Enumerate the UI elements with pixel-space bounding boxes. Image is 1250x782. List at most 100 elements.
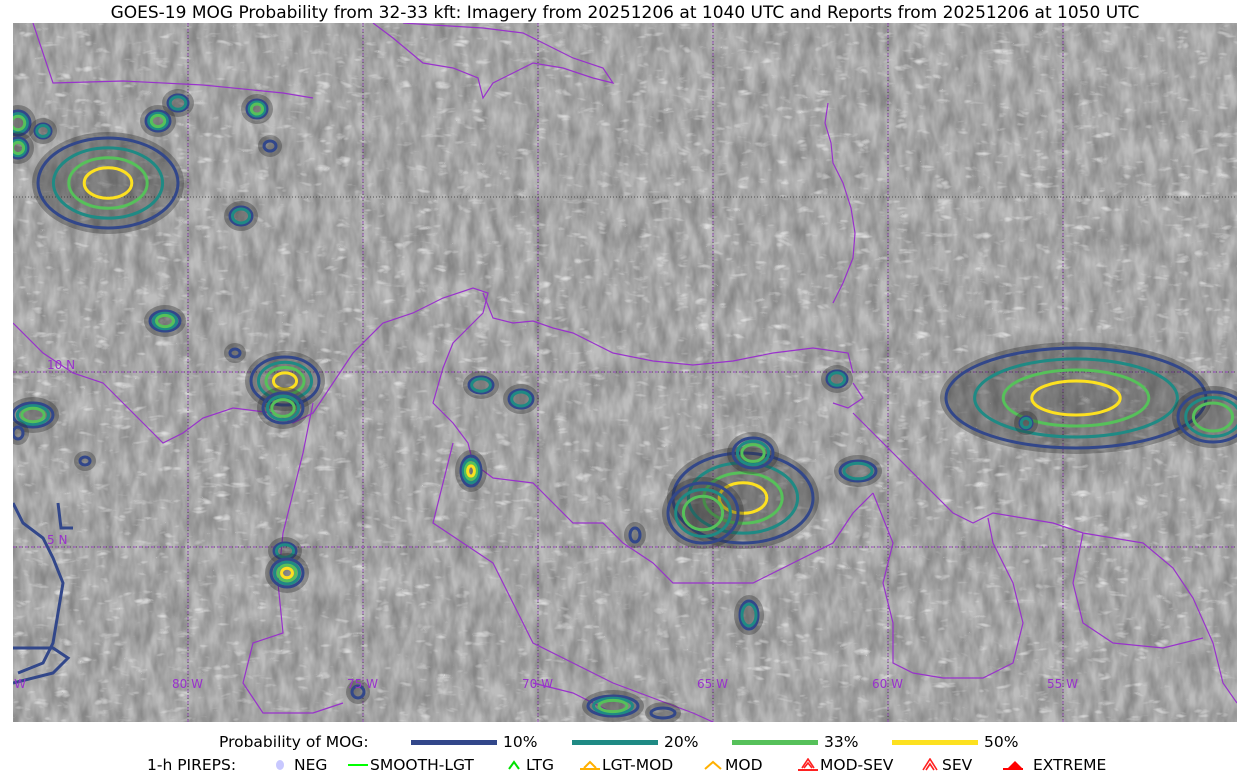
contour-10% [586, 694, 640, 718]
contour-20% [151, 311, 179, 331]
coastline [432, 442, 714, 722]
mog-contour-cell [455, 450, 487, 492]
coastline [32, 23, 314, 99]
contour-10% [838, 459, 878, 483]
mog-contour-cell [734, 595, 764, 635]
contour-33% [681, 494, 725, 532]
coastline [242, 402, 344, 714]
pirep-label-ltg: LTG [526, 756, 554, 774]
mog-contour-cell [13, 421, 29, 445]
contour-50% [466, 464, 476, 478]
legend-line-33pct [732, 739, 818, 745]
pirep-label-mod-sev: MOD-SEV [820, 756, 894, 774]
mog-contour-cell [257, 387, 309, 429]
mog-contour-cell [13, 132, 34, 164]
coastline [372, 23, 615, 100]
contour-10% [36, 136, 180, 230]
contour-33% [597, 698, 629, 714]
contour-50% [717, 481, 769, 515]
mog-contour-cell [140, 105, 176, 137]
contour-20% [470, 377, 492, 393]
contour-20% [740, 602, 758, 628]
mog-contour-cell [503, 384, 539, 414]
contour-33% [740, 443, 766, 463]
contour-33% [20, 406, 46, 424]
contour-33% [1191, 401, 1235, 433]
pirep-neg: NEG [272, 756, 327, 774]
pirep-label-neg: NEG [294, 756, 328, 774]
contour-20% [1019, 416, 1033, 430]
mog-contour-cell [346, 680, 370, 704]
mog-contour-cell [1172, 386, 1237, 448]
legend-line-10pct [411, 739, 497, 745]
coastline [1072, 532, 1204, 649]
contour-10% [13, 109, 32, 137]
mog-contour-cell [32, 132, 184, 234]
pirep-label-mod: MOD [725, 756, 763, 774]
contour-20% [592, 696, 634, 716]
pirep-mod-sev: MOD-SEV [798, 756, 893, 774]
contour-10% [13, 401, 55, 429]
contour-10% [249, 355, 321, 407]
contour-10% [666, 481, 740, 545]
mog-contour-cell [265, 553, 309, 593]
contour-20% [735, 439, 771, 467]
contour-20% [510, 390, 532, 408]
contour-10% [731, 436, 775, 470]
mog-contour-cell [645, 702, 681, 722]
coastline [13, 287, 874, 584]
mog-contour-cell [940, 342, 1212, 454]
legend-20pct: 20% [572, 733, 698, 751]
contour-10% [1176, 390, 1237, 444]
lat-label: 5 N [47, 533, 67, 547]
mog-contour-cell [224, 343, 246, 363]
contour-20% [1184, 396, 1237, 438]
contour-10% [738, 599, 760, 631]
graticule-labels: 10 N 5 N 85 W 80 W 75 W 70 W 65 W 60 W 55 W [13, 358, 1078, 691]
contour-10% [269, 557, 305, 589]
contour-10% [148, 309, 182, 333]
contour-50% [82, 166, 134, 200]
coastline [824, 102, 856, 304]
contour-10% [628, 526, 642, 544]
contour-10% [228, 205, 254, 227]
lon-label: 55 W [1047, 677, 1078, 691]
graticule [13, 23, 1237, 722]
mog-contour-cell [834, 455, 882, 487]
contour-50% [271, 371, 299, 391]
contour-10% [507, 388, 535, 410]
mog-contour-cell [13, 105, 36, 141]
contour-20% [13, 112, 29, 134]
legend-label-33pct: 33% [824, 733, 859, 751]
pirep-label-lgt-mod: LGT-MOD [602, 756, 674, 774]
coastline [852, 412, 1237, 704]
contour-10% [262, 139, 278, 153]
legend-line-20pct [572, 739, 658, 745]
mog-contour-cell [463, 371, 499, 399]
pirep-extreme: EXTREME [1003, 756, 1106, 774]
contour-10% [261, 391, 305, 425]
contour-20% [168, 95, 188, 111]
contour-20% [973, 357, 1179, 439]
mog-contour-cell [727, 432, 779, 474]
contour-20% [247, 100, 267, 118]
lon-label: 85 W [13, 677, 26, 691]
contour-50% [280, 566, 294, 580]
contour-20% [827, 371, 847, 387]
lon-label: 60 W [872, 677, 903, 691]
contour-20% [265, 394, 301, 422]
coastline [832, 382, 864, 409]
contour-50% [1030, 379, 1122, 417]
double-caret-bar-icon [798, 758, 818, 771]
contour-33% [249, 102, 265, 116]
legend-50pct: 50% [892, 733, 1018, 751]
contour-33% [67, 156, 149, 210]
contour-20% [461, 457, 481, 485]
pirep-label-extreme: EXTREME [1033, 756, 1107, 774]
contour-10% [144, 109, 172, 133]
pirep-lgt-mod: LGT-MOD [580, 756, 673, 774]
mog-contour-cell [144, 305, 186, 337]
legend-line-50pct [892, 739, 978, 745]
contour-10% [459, 454, 483, 488]
pirep-legend-label: 1-h PIREPS: [147, 756, 237, 774]
